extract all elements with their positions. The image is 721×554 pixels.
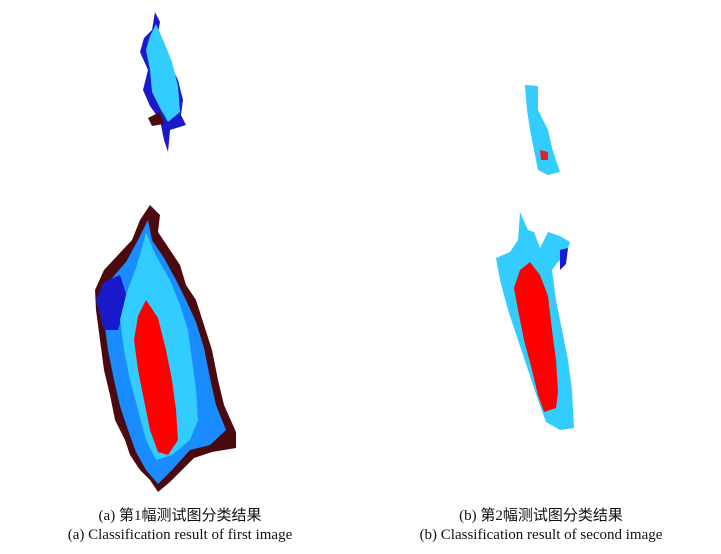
caption-en: (b) Classification result of second imag… [361, 526, 721, 545]
figure-images [0, 0, 721, 554]
image-b-bottom [496, 212, 574, 430]
page: (a) 第1幅测试图分类结果 (a) Classification result… [0, 0, 721, 554]
caption-zh: (b) 第2幅测试图分类结果 [361, 507, 721, 526]
image-a-top [140, 12, 186, 152]
caption-b: (b) 第2幅测试图分类结果 (b) Classification result… [361, 507, 721, 545]
caption-a: (a) 第1幅测试图分类结果 (a) Classification result… [0, 507, 360, 545]
caption-en: (a) Classification result of first image [0, 526, 360, 545]
image-b-top [525, 85, 560, 175]
image-a-bottom [95, 205, 236, 492]
caption-zh: (a) 第1幅测试图分类结果 [0, 507, 360, 526]
